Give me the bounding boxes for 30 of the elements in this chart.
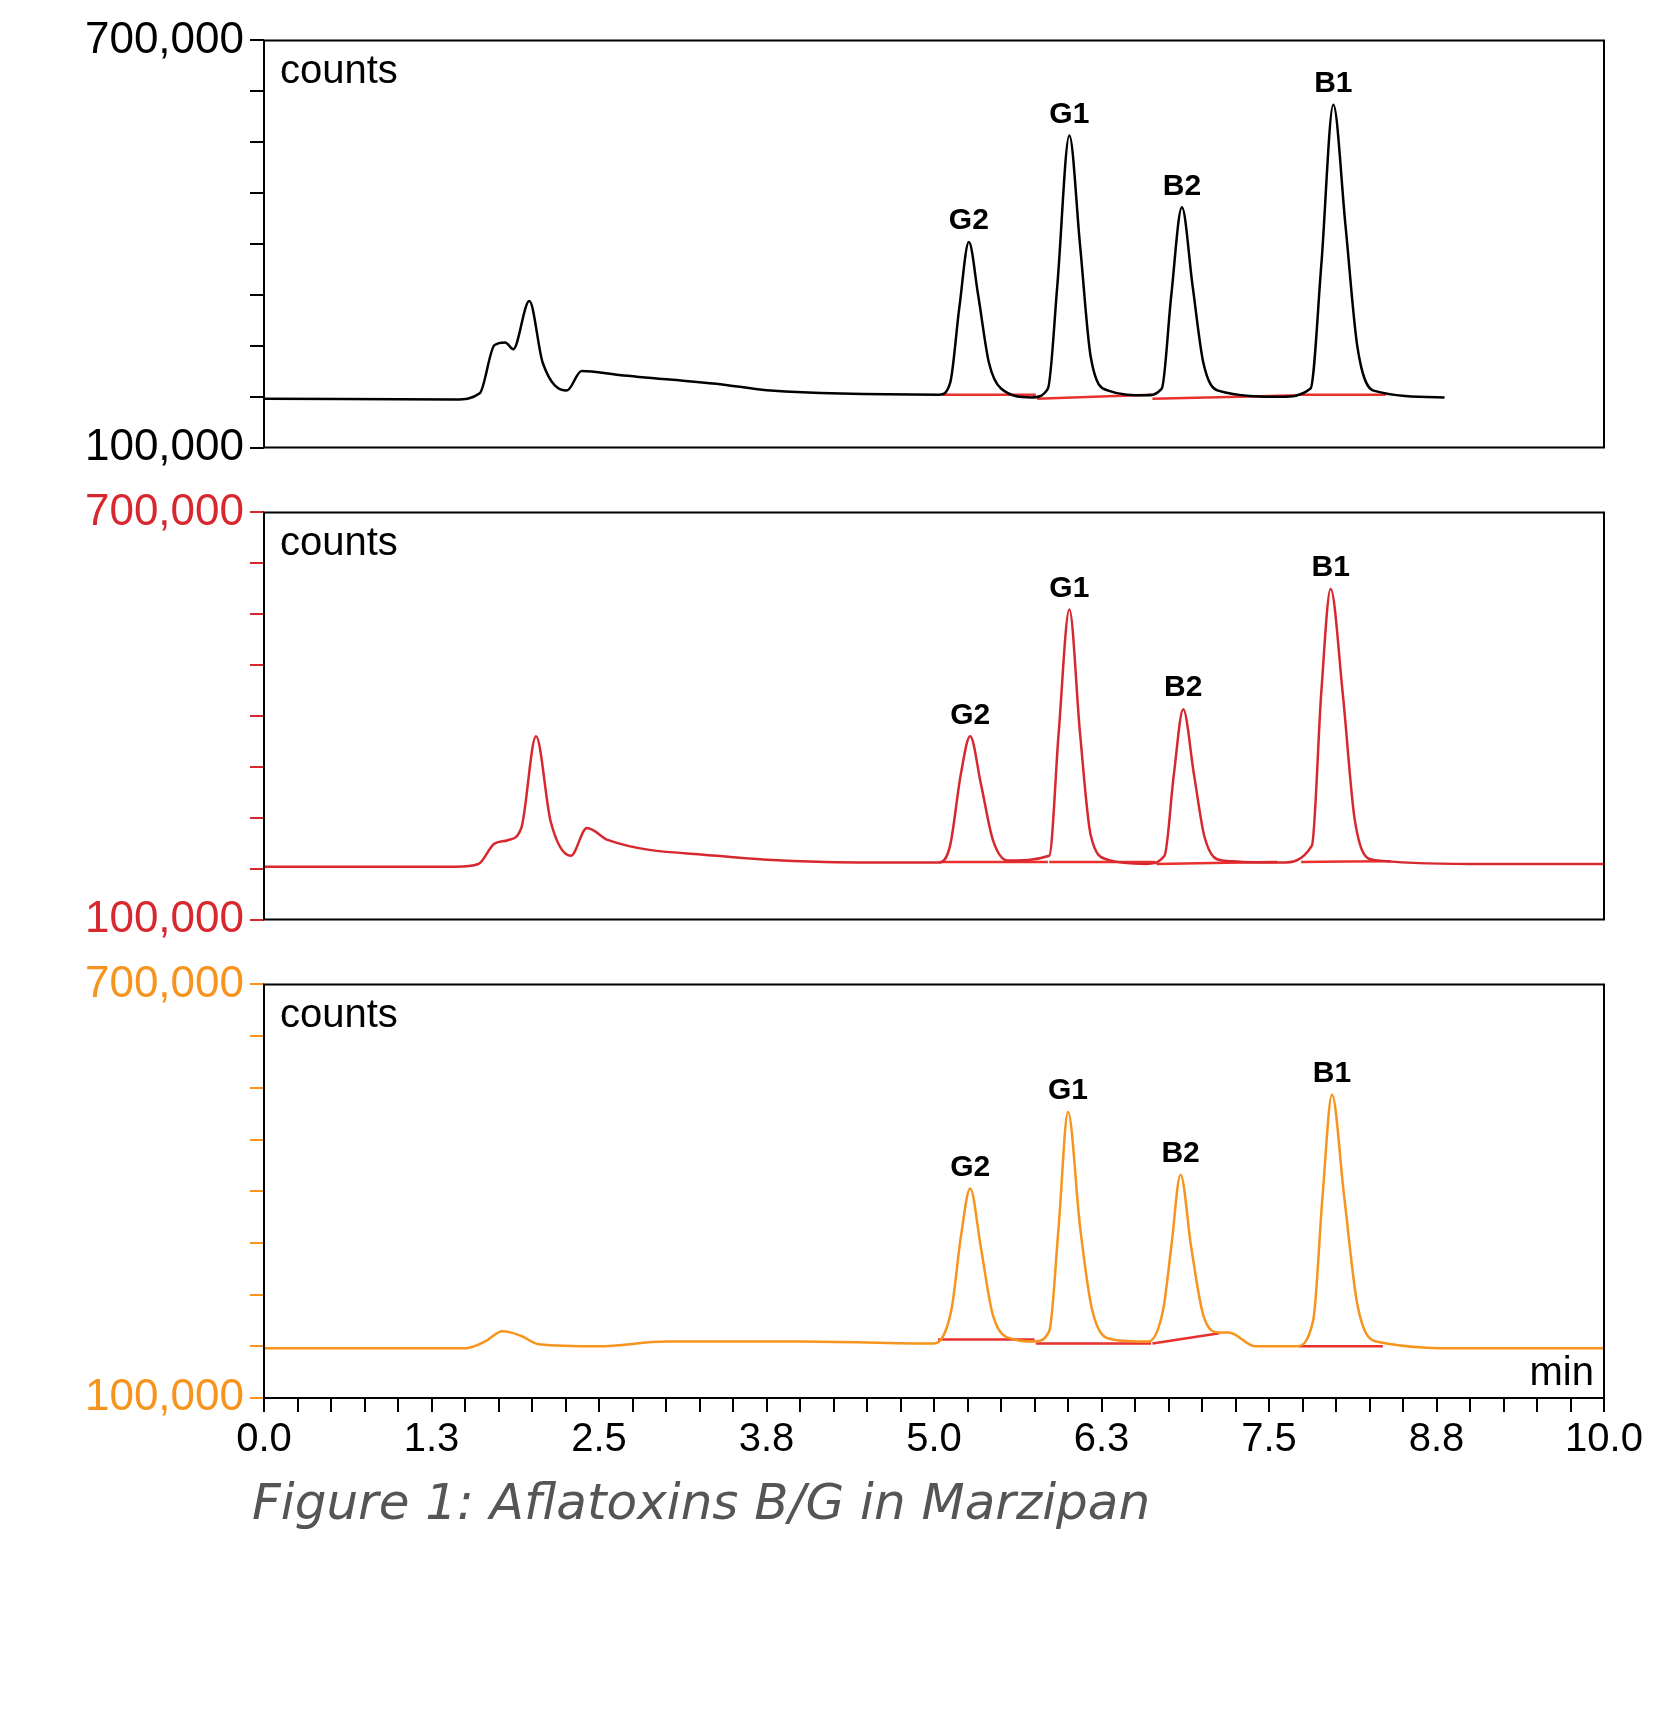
x-tick-label: 1.3	[403, 1415, 460, 1460]
y-axis-title: counts	[280, 991, 398, 1036]
annotation: G1	[1049, 569, 1090, 603]
y-tick-label: 700,000	[84, 12, 244, 62]
x-tick-label: 3.8	[738, 1415, 795, 1460]
x-tick-label: 7.5	[1241, 1415, 1297, 1460]
annotation: B1	[1312, 1054, 1352, 1088]
annotation: B2	[1161, 1134, 1200, 1168]
x-tick-label: 6.3	[1073, 1415, 1130, 1460]
x-tick-label: 2.5	[571, 1415, 627, 1460]
y-tick-label: 100,000	[84, 419, 244, 469]
annotation: G1	[1049, 95, 1090, 129]
annotation: G2	[950, 696, 991, 730]
y-tick-label: 100,000	[84, 891, 244, 941]
annotation: B2	[1164, 669, 1203, 703]
annotation: B1	[1311, 549, 1350, 583]
x-tick-label: 10.0	[1565, 1415, 1643, 1460]
caption: Figure 1: Aflatoxins B/G in Marzipan	[252, 1472, 1152, 1532]
y-axis-title: counts	[280, 47, 398, 92]
y-tick-label: 700,000	[84, 956, 244, 1006]
x-axis-title: min	[1529, 1349, 1594, 1394]
annotation: G1	[1047, 1072, 1089, 1106]
x-tick-label: 5.0	[906, 1415, 962, 1460]
annotation: B2	[1162, 167, 1202, 201]
annotation: G2	[948, 202, 989, 236]
y-tick-label: 700,000	[84, 484, 244, 534]
annotation: G2	[950, 1148, 991, 1182]
x-tick-label: 8.8	[1408, 1415, 1465, 1460]
annotation: B1	[1314, 65, 1353, 99]
y-axis-title: counts	[280, 519, 398, 564]
